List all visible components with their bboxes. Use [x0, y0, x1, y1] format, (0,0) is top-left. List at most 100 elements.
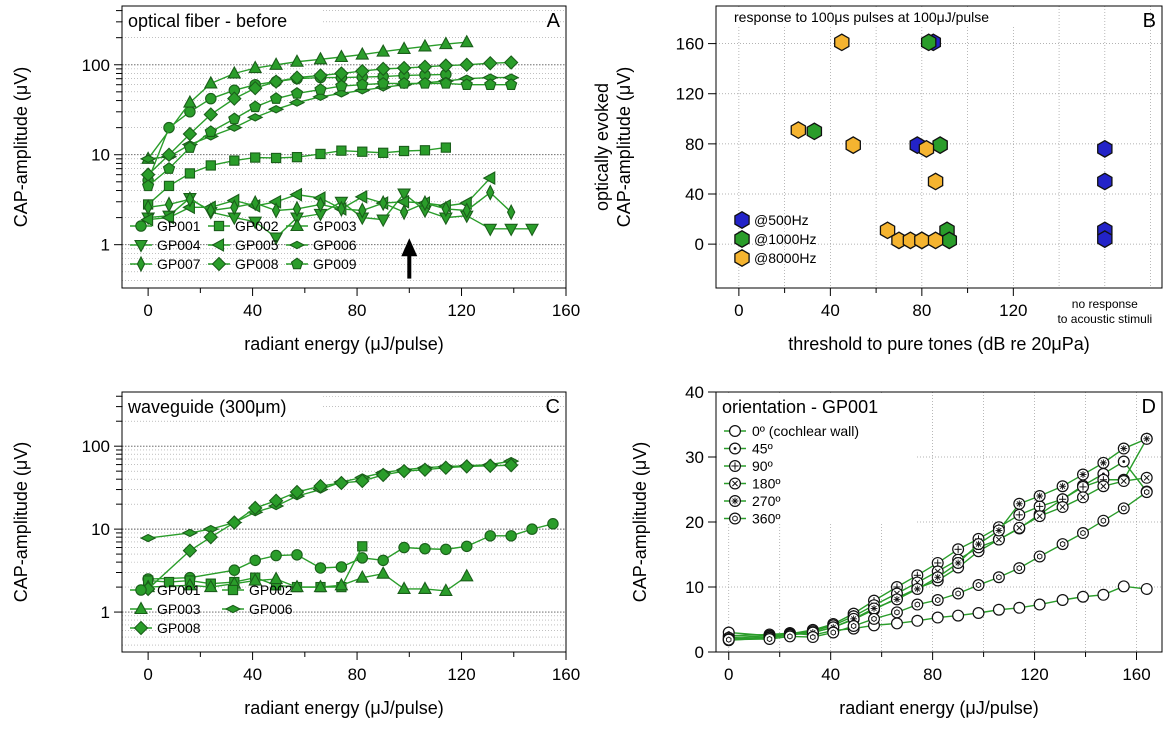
legend-bg — [717, 393, 915, 523]
panel-C: 0 40 80 120 160 1 10 100 radiant energy (μJ/puls… — [11, 391, 580, 718]
data-point-hex — [1121, 505, 1127, 512]
data-point — [335, 79, 348, 92]
data-point-d2 — [996, 527, 1002, 534]
data-point — [248, 572, 263, 586]
data-point — [1056, 501, 1069, 514]
data-point — [1097, 230, 1113, 249]
data-point — [459, 459, 475, 474]
data-point — [270, 549, 282, 562]
data-point — [441, 200, 451, 218]
legend-marker — [134, 239, 148, 253]
legend-label: 360º — [752, 511, 780, 527]
data-point — [438, 583, 453, 596]
data-point-ring — [1117, 502, 1130, 515]
legend-label: 45º — [752, 441, 773, 457]
data-point — [378, 194, 388, 212]
data-point — [354, 189, 368, 204]
series-@1000Hz — [806, 33, 958, 250]
series-GP008 — [140, 55, 519, 182]
data-point-ring — [1033, 550, 1046, 563]
data-point — [267, 105, 285, 114]
data-point — [334, 577, 349, 591]
title-bg — [123, 393, 323, 419]
data-point — [161, 210, 175, 225]
data-point — [230, 199, 239, 216]
data-point — [313, 51, 328, 65]
data-point — [418, 38, 432, 52]
data-point — [911, 614, 924, 627]
series-GP009 — [141, 76, 518, 192]
legend-marker — [728, 512, 741, 525]
y-axis-label: CAP-amplitude (μV) — [630, 442, 650, 602]
data-point — [229, 155, 240, 166]
panel-A: 0 40 80 120 160 1 10 100 radiant energy (μJ/puls… — [11, 5, 580, 354]
data-point — [783, 630, 796, 643]
data-point — [396, 463, 412, 479]
data-point — [375, 61, 391, 77]
data-point — [139, 533, 157, 543]
panel-title: optical fiber - before — [128, 11, 287, 31]
panel-letter: D — [1142, 396, 1156, 418]
data-point — [847, 619, 860, 632]
data-point — [356, 78, 369, 90]
data-point — [292, 200, 302, 218]
data-point — [420, 194, 430, 212]
data-point — [288, 98, 306, 107]
x-tick-label: 120 — [447, 301, 475, 320]
series-line — [147, 464, 512, 590]
data-point — [269, 571, 284, 585]
data-point-ring — [890, 617, 903, 630]
data-point — [868, 612, 881, 625]
data-point — [270, 152, 282, 164]
data-point-ring — [868, 612, 881, 625]
legend-marker — [224, 604, 242, 614]
data-point-ring — [952, 587, 965, 600]
data-point — [143, 199, 153, 216]
data-point — [890, 617, 903, 630]
legend-marker — [288, 240, 306, 250]
panel-letter: C — [546, 396, 560, 418]
series-GP002 — [142, 142, 452, 210]
data-point — [504, 223, 519, 237]
legend-marker-d2 — [732, 480, 738, 487]
data-point-d2 — [1100, 460, 1107, 466]
legend-label: GP003 — [313, 218, 357, 234]
data-point — [459, 57, 475, 73]
data-point — [399, 203, 409, 221]
data-point-d2 — [1143, 436, 1150, 442]
data-point — [992, 571, 1005, 584]
data-point — [1097, 480, 1110, 493]
data-point — [525, 223, 539, 237]
data-point — [1097, 456, 1110, 469]
data-point — [503, 457, 519, 473]
legend-marker — [290, 218, 304, 232]
data-point — [246, 113, 264, 122]
legend-marker — [134, 601, 148, 615]
data-point-ring — [992, 603, 1005, 616]
data-point — [1097, 172, 1113, 191]
data-point — [439, 76, 453, 89]
data-point — [972, 538, 985, 551]
legend: GP001 GP002 GP003 GP006 GP008 — [130, 582, 293, 636]
data-point — [1117, 442, 1130, 455]
legend-marker-ring — [728, 512, 741, 525]
data-point — [164, 196, 174, 213]
data-point — [417, 462, 433, 478]
y-tick-label: 40 — [685, 185, 704, 204]
series-360º — [722, 486, 1153, 646]
data-point-hex — [726, 636, 732, 643]
y-tick-label: 20 — [685, 513, 704, 532]
data-point — [228, 564, 241, 576]
data-point — [398, 541, 410, 554]
data-point — [482, 171, 496, 186]
data-point — [722, 633, 735, 646]
y-tick-label: 120 — [676, 85, 704, 104]
legend-marker — [227, 584, 239, 596]
data-point-ring — [911, 598, 924, 611]
data-point — [1140, 582, 1153, 595]
data-point — [397, 581, 411, 594]
data-point — [139, 154, 157, 164]
data-point-d2 — [1143, 474, 1150, 481]
data-point-ring — [1013, 562, 1026, 575]
